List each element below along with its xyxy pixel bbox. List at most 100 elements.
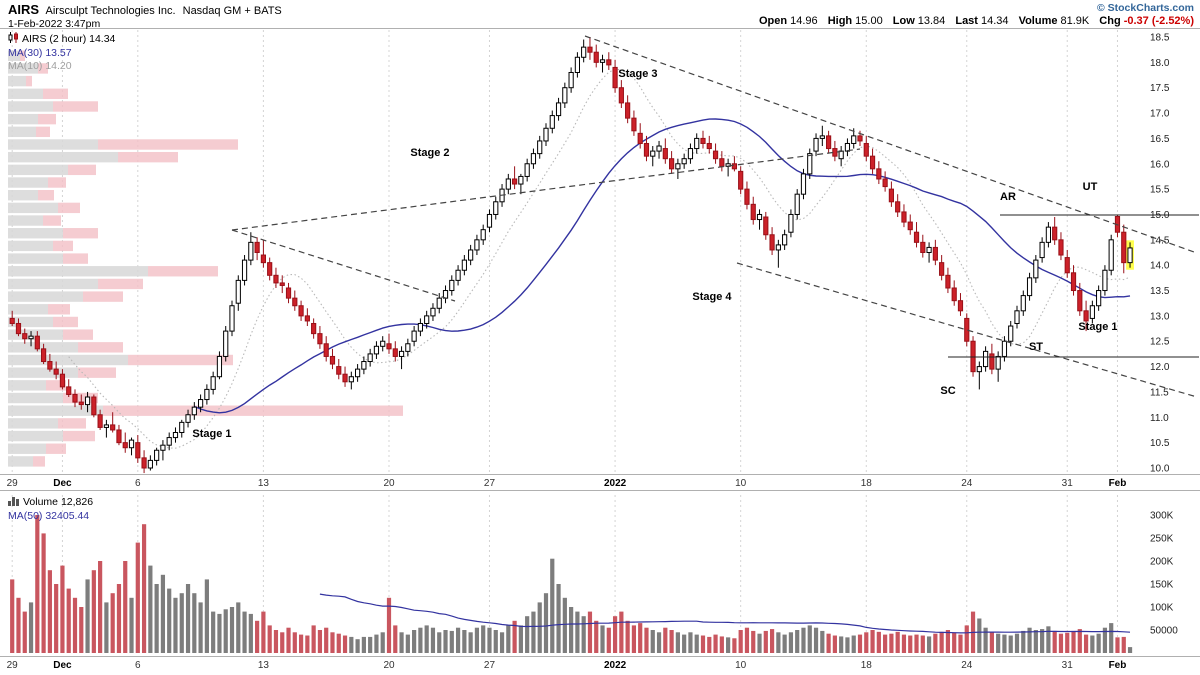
svg-text:17.0: 17.0 <box>1150 109 1170 120</box>
candlesticks <box>9 37 1133 474</box>
svg-text:300K: 300K <box>1150 511 1174 522</box>
price-legend: AIRS (2 hour) 14.34 MA(30) 13.57 MA(10) … <box>8 32 115 73</box>
svg-text:ST: ST <box>1029 341 1043 353</box>
svg-text:29: 29 <box>7 478 19 489</box>
svg-text:10: 10 <box>735 660 747 671</box>
ma10-legend: MA(10) 14.20 <box>8 60 72 72</box>
svg-text:27: 27 <box>484 478 496 489</box>
svg-text:18: 18 <box>861 478 873 489</box>
svg-text:11.5: 11.5 <box>1150 387 1169 398</box>
volume-label: Volume <box>1018 15 1058 27</box>
support-resistance-lines <box>948 214 1199 358</box>
svg-text:24: 24 <box>961 478 973 489</box>
volume-legend: Volume 12,826 MA(50) 32405.44 <box>8 496 93 523</box>
svg-text:10: 10 <box>735 478 747 489</box>
svg-text:50000: 50000 <box>1150 626 1178 637</box>
svg-text:13: 13 <box>258 478 270 489</box>
volume-ma50-line <box>319 593 1131 634</box>
last-value: 14.34 <box>980 15 1009 27</box>
gridlines <box>11 30 1118 653</box>
pane-frames <box>0 28 1200 657</box>
svg-text:13.5: 13.5 <box>1150 286 1170 297</box>
price-axis-labels: 18.5 18.0 17.5 17.0 16.5 16.0 15.5 15.0 14.5 14.0… <box>1150 33 1170 475</box>
x-axis-labels: 29 Dec 6 13 20 27 2022 10 18 24 31 Feb 29 Dec 6 13 20 27 2… <box>7 478 1127 671</box>
svg-text:6: 6 <box>135 478 141 489</box>
low-value: 13.84 <box>917 15 946 27</box>
svg-text:Stage 4: Stage 4 <box>692 291 732 303</box>
last-label: Last <box>955 15 978 27</box>
svg-text:11.0: 11.0 <box>1150 413 1169 424</box>
candlestick-icon <box>8 32 19 47</box>
volume-bars-icon <box>8 496 20 510</box>
copyright: © StockCharts.com <box>1096 2 1194 14</box>
svg-text:15.5: 15.5 <box>1150 185 1170 196</box>
ma30-line <box>194 118 1131 414</box>
svg-text:14.5: 14.5 <box>1150 235 1170 246</box>
svg-text:250K: 250K <box>1150 534 1174 545</box>
open-value: 14.96 <box>790 15 818 27</box>
svg-text:10.5: 10.5 <box>1150 438 1170 449</box>
high-label: High <box>827 15 853 27</box>
annotations: Stage 1 Stage 2 Stage 3 Stage 4 Stage 1 AR UT S… <box>192 68 1117 440</box>
low-label: Low <box>892 15 915 27</box>
svg-text:15.0: 15.0 <box>1150 210 1170 221</box>
volume-legend-label: Volume 12,826 <box>23 496 94 508</box>
svg-text:Feb: Feb <box>1109 478 1127 489</box>
ma10-line <box>68 68 1131 449</box>
svg-text:2022: 2022 <box>604 660 627 671</box>
volume-ma50-legend: MA(50) 32405.44 <box>8 510 90 522</box>
svg-text:12.5: 12.5 <box>1150 337 1170 348</box>
ma30-legend: MA(30) 13.57 <box>8 47 72 59</box>
svg-text:13: 13 <box>258 660 270 671</box>
chart-header-left: AIRS Airsculpt Technologies Inc. Nasdaq … <box>8 2 282 30</box>
svg-text:200K: 200K <box>1150 557 1174 568</box>
svg-text:Stage 2: Stage 2 <box>410 147 449 159</box>
svg-text:Dec: Dec <box>53 478 72 489</box>
svg-text:12.0: 12.0 <box>1150 362 1170 373</box>
volume-value: 81.9K <box>1060 15 1090 27</box>
svg-text:16.5: 16.5 <box>1150 134 1170 145</box>
svg-text:18.0: 18.0 <box>1150 58 1170 69</box>
chart-datetime: 1-Feb-2022 3:47pm <box>8 18 101 30</box>
svg-text:18.5: 18.5 <box>1150 33 1170 44</box>
chg-label: Chg <box>1099 15 1121 27</box>
open-label: Open <box>758 15 788 27</box>
svg-text:150K: 150K <box>1150 580 1174 591</box>
svg-text:UT: UT <box>1083 181 1098 193</box>
svg-text:Stage 3: Stage 3 <box>618 68 657 80</box>
high-value: 15.00 <box>855 15 883 27</box>
svg-text:24: 24 <box>961 660 973 671</box>
svg-text:18: 18 <box>861 660 873 671</box>
svg-text:6: 6 <box>135 660 141 671</box>
svg-text:AR: AR <box>1000 191 1016 203</box>
chg-value: -0.37 (-2.52%) <box>1123 15 1194 27</box>
exchange-label: Nasdaq GM + BATS <box>182 5 282 17</box>
svg-text:100K: 100K <box>1150 603 1174 614</box>
svg-text:13.0: 13.0 <box>1150 311 1170 322</box>
svg-text:31: 31 <box>1062 478 1074 489</box>
svg-text:14.0: 14.0 <box>1150 261 1170 272</box>
chart-header-right: © StockCharts.com Open 14.96 High 15.00 Lo… <box>752 2 1194 27</box>
company-name: Airsculpt Technologies Inc. <box>45 5 176 17</box>
svg-text:29: 29 <box>7 660 19 671</box>
svg-text:31: 31 <box>1062 660 1074 671</box>
svg-text:2022: 2022 <box>604 478 627 489</box>
svg-text:10.0: 10.0 <box>1150 464 1170 475</box>
svg-text:16.0: 16.0 <box>1150 159 1170 170</box>
volume-bars <box>10 515 1133 653</box>
ticker-symbol: AIRS <box>8 2 40 17</box>
quote-line: Open 14.96 High 15.00 Low 13.84 Last 14.34 V… <box>752 15 1194 27</box>
svg-text:SC: SC <box>940 385 955 397</box>
svg-text:Dec: Dec <box>53 660 72 671</box>
svg-text:Feb: Feb <box>1109 660 1127 671</box>
volume-axis-labels: 300K 250K 200K 150K 100K 50000 <box>1150 511 1178 637</box>
svg-text:17.5: 17.5 <box>1150 83 1170 94</box>
volume-by-price-bars <box>8 50 403 467</box>
trendlines <box>231 35 1198 398</box>
svg-text:20: 20 <box>383 660 395 671</box>
svg-text:Stage 1: Stage 1 <box>192 428 231 440</box>
svg-text:Stage 1: Stage 1 <box>1078 321 1117 333</box>
svg-text:27: 27 <box>484 660 496 671</box>
